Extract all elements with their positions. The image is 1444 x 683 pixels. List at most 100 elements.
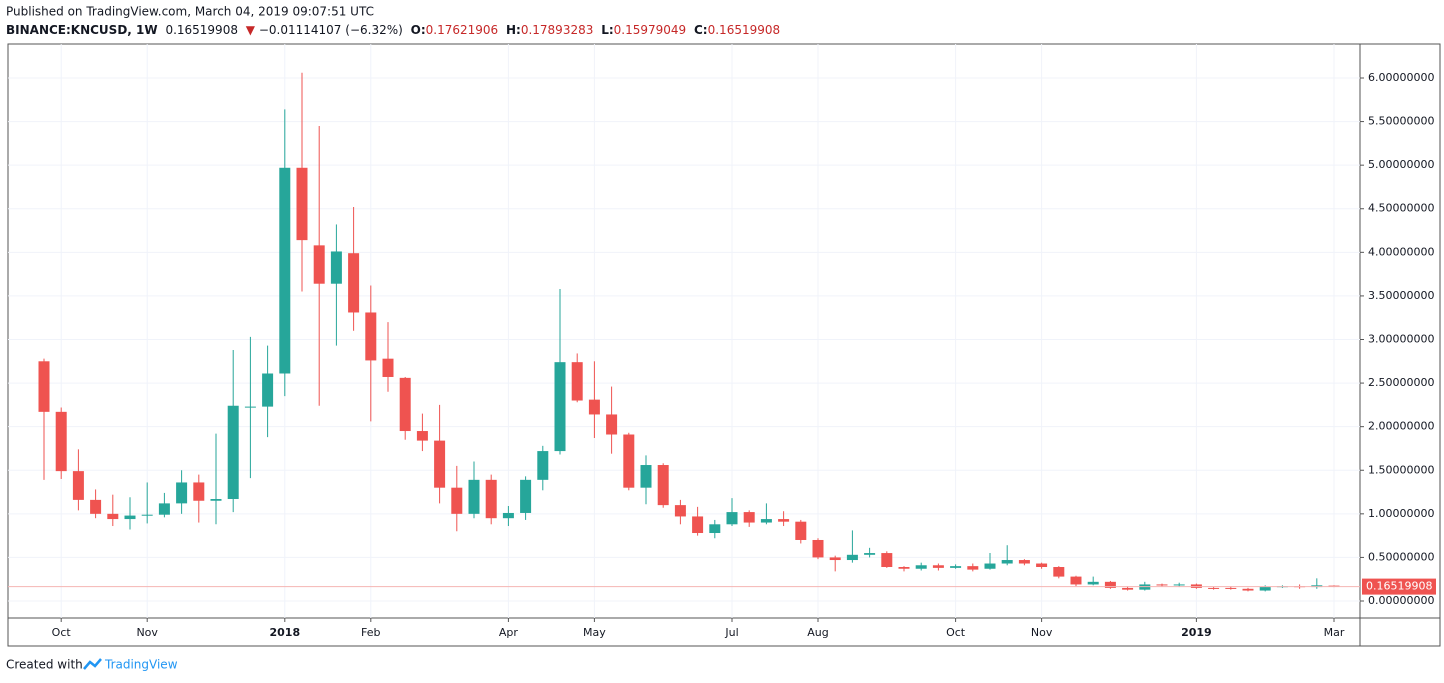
x-tick-label: 2019 xyxy=(1181,626,1212,639)
candle-body xyxy=(520,479,532,513)
candle-body xyxy=(1173,584,1185,586)
candle-body xyxy=(262,373,274,407)
logo xyxy=(83,658,102,670)
candle-body xyxy=(967,566,979,570)
candle-body xyxy=(726,512,738,525)
candle-body xyxy=(571,362,583,401)
candle-body xyxy=(881,553,893,568)
candle-body xyxy=(1225,587,1237,589)
candle-body xyxy=(38,361,50,412)
low-value: 0.15979049 xyxy=(614,23,687,37)
y-tick-label: 6.00000000 xyxy=(1368,71,1434,84)
candle-body xyxy=(1036,563,1048,568)
symbol: BINANCE:KNCUSD, 1W xyxy=(6,23,158,37)
candle-body xyxy=(537,451,549,480)
candle-body xyxy=(313,245,325,284)
candle-body xyxy=(416,431,428,441)
x-tick-label: Nov xyxy=(136,626,158,639)
candle-body xyxy=(330,251,342,284)
candle-body xyxy=(623,434,635,488)
candle-body xyxy=(640,465,652,488)
price-tag xyxy=(1362,578,1436,595)
close-value: 0.16519908 xyxy=(708,23,781,37)
x-tick-label: Apr xyxy=(499,626,519,639)
ohlc-label: C: xyxy=(694,23,708,37)
candle-body xyxy=(795,521,807,540)
candle-body xyxy=(1018,560,1030,564)
y-tick-label: 2.50000000 xyxy=(1368,376,1434,389)
candle-body xyxy=(864,553,876,555)
y-tick-label: 3.50000000 xyxy=(1368,289,1434,302)
y-tick-label: 5.50000000 xyxy=(1368,115,1434,128)
candle-body xyxy=(296,167,308,241)
candle-body xyxy=(1053,567,1065,577)
candle-body xyxy=(124,515,136,520)
y-tick-label: 5.00000000 xyxy=(1368,158,1434,171)
candle-body xyxy=(1259,587,1271,591)
x-tick-label: Oct xyxy=(946,626,966,639)
footer-created: Created with xyxy=(6,658,83,672)
candle-body xyxy=(279,167,291,374)
candle-body xyxy=(90,499,102,514)
candle-body xyxy=(606,414,618,435)
candle-body xyxy=(915,565,927,569)
x-tick-label: Oct xyxy=(52,626,72,639)
candle-body xyxy=(365,312,377,361)
candle-body xyxy=(141,514,153,516)
candle-body xyxy=(55,411,67,472)
candle-body xyxy=(588,399,600,415)
candle-body xyxy=(382,358,394,377)
change-arrow: ▼ xyxy=(246,23,256,37)
candle-body xyxy=(898,567,910,569)
y-tick-label: 0.00000000 xyxy=(1368,594,1434,607)
candle-body xyxy=(72,471,84,500)
candle-body xyxy=(1156,584,1168,586)
candle-body xyxy=(709,524,721,534)
candle-body xyxy=(502,512,514,519)
candle-body xyxy=(434,440,446,488)
candle-body xyxy=(158,503,170,515)
candle-body xyxy=(348,253,360,313)
candle-body xyxy=(1070,576,1082,585)
x-tick-label: 2018 xyxy=(269,626,300,639)
candle-body xyxy=(176,482,188,504)
open-value: 0.17621906 xyxy=(426,23,499,37)
candle-body xyxy=(984,563,996,569)
x-tick-label: Nov xyxy=(1031,626,1053,639)
candle-body xyxy=(743,512,755,523)
candle-body xyxy=(1001,560,1013,564)
candle-body xyxy=(1208,587,1220,589)
candle-body xyxy=(468,479,480,514)
candle-body xyxy=(244,406,256,408)
candle-body xyxy=(692,516,704,534)
ohlc-label: H: xyxy=(506,23,521,37)
candle-body xyxy=(107,513,119,520)
candle-body xyxy=(760,519,772,523)
candle-body xyxy=(399,377,411,432)
x-tick-label: Aug xyxy=(807,626,828,639)
candle-body xyxy=(210,499,222,501)
chart-title: Published on TradingView.com, March 04, … xyxy=(6,5,374,19)
symbol-line: BINANCE:KNCUSD, 1W 0.16519908 ▼ −0.01114… xyxy=(6,23,780,37)
candle-body xyxy=(1104,581,1116,588)
price-tag-label: 0.16519908 xyxy=(1366,580,1432,593)
candle-body xyxy=(485,479,497,519)
candle-body xyxy=(657,465,669,506)
candle-body xyxy=(1087,581,1099,585)
y-tick-label: 1.50000000 xyxy=(1368,463,1434,476)
footer-brand[interactable]: TradingView xyxy=(104,658,178,672)
candle-body xyxy=(950,566,962,568)
candle-body xyxy=(227,405,239,500)
candle-body xyxy=(778,519,790,522)
candle-body xyxy=(451,487,463,514)
plot: 0.00000000 0.50000000 1.00000000 1.50000000… xyxy=(8,44,1436,639)
candle-body xyxy=(812,539,824,558)
candle-body xyxy=(554,362,566,452)
y-tick-label: 0.50000000 xyxy=(1368,550,1434,563)
y-tick-label: 4.50000000 xyxy=(1368,202,1434,215)
candle-body xyxy=(1122,587,1134,590)
change: −0.01114107 (−6.32%) xyxy=(259,23,403,37)
x-tick-label: May xyxy=(583,626,606,639)
y-tick-label: 1.00000000 xyxy=(1368,507,1434,520)
ohlc-label: O: xyxy=(411,23,426,37)
